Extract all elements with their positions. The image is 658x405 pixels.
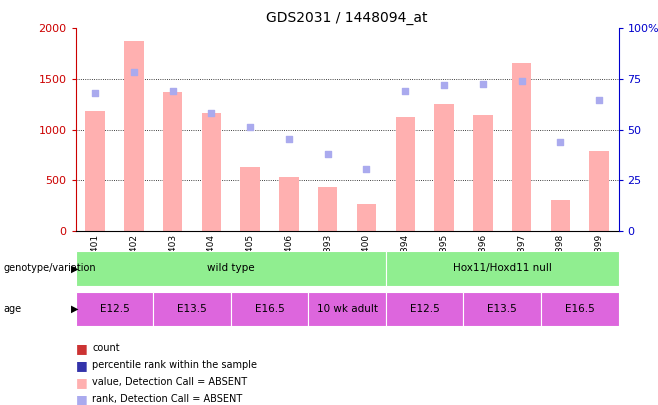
Text: genotype/variation: genotype/variation — [3, 263, 96, 273]
Bar — [309, 292, 386, 326]
Point — [594, 97, 605, 104]
Text: count: count — [92, 343, 120, 353]
Bar — [231, 292, 309, 326]
Text: E16.5: E16.5 — [255, 304, 284, 314]
Title: GDS2031 / 1448094_at: GDS2031 / 1448094_at — [266, 11, 428, 25]
Text: E13.5: E13.5 — [177, 304, 207, 314]
Point — [361, 166, 372, 173]
Bar — [541, 292, 619, 326]
Bar — [395, 117, 415, 231]
Bar — [279, 177, 299, 231]
Point — [245, 123, 255, 130]
Point — [167, 88, 178, 94]
Point — [478, 81, 488, 87]
Bar — [163, 92, 182, 231]
Bar — [153, 292, 231, 326]
Text: rank, Detection Call = ABSENT: rank, Detection Call = ABSENT — [92, 394, 242, 404]
Text: age: age — [3, 304, 22, 314]
Bar — [357, 203, 376, 231]
Text: ▶: ▶ — [71, 263, 78, 273]
Bar — [124, 40, 143, 231]
Bar — [202, 113, 221, 231]
Bar — [318, 187, 338, 231]
Bar — [463, 292, 541, 326]
Point — [439, 82, 449, 88]
Text: ▶: ▶ — [71, 304, 78, 314]
Text: ■: ■ — [76, 342, 88, 355]
Bar — [76, 292, 153, 326]
Point — [284, 135, 294, 142]
Point — [555, 139, 566, 145]
Bar — [473, 115, 492, 231]
Text: E16.5: E16.5 — [565, 304, 595, 314]
Point — [517, 78, 527, 84]
Text: Hox11/Hoxd11 null: Hox11/Hoxd11 null — [453, 263, 551, 273]
Bar — [512, 63, 531, 231]
Bar — [386, 251, 619, 286]
Bar — [86, 111, 105, 231]
Point — [322, 151, 333, 157]
Text: value, Detection Call = ABSENT: value, Detection Call = ABSENT — [92, 377, 247, 387]
Text: 10 wk adult: 10 wk adult — [316, 304, 378, 314]
Bar — [76, 251, 386, 286]
Bar — [434, 104, 454, 231]
Text: E12.5: E12.5 — [410, 304, 440, 314]
Text: ■: ■ — [76, 393, 88, 405]
Text: percentile rank within the sample: percentile rank within the sample — [92, 360, 257, 370]
Text: ■: ■ — [76, 376, 88, 389]
Bar — [551, 200, 570, 231]
Bar — [386, 292, 463, 326]
Bar — [590, 151, 609, 231]
Text: ■: ■ — [76, 359, 88, 372]
Text: E13.5: E13.5 — [488, 304, 517, 314]
Point — [128, 69, 139, 75]
Text: wild type: wild type — [207, 263, 255, 273]
Bar — [240, 166, 260, 231]
Point — [89, 90, 100, 96]
Text: E12.5: E12.5 — [99, 304, 130, 314]
Point — [206, 110, 216, 117]
Point — [400, 88, 411, 94]
